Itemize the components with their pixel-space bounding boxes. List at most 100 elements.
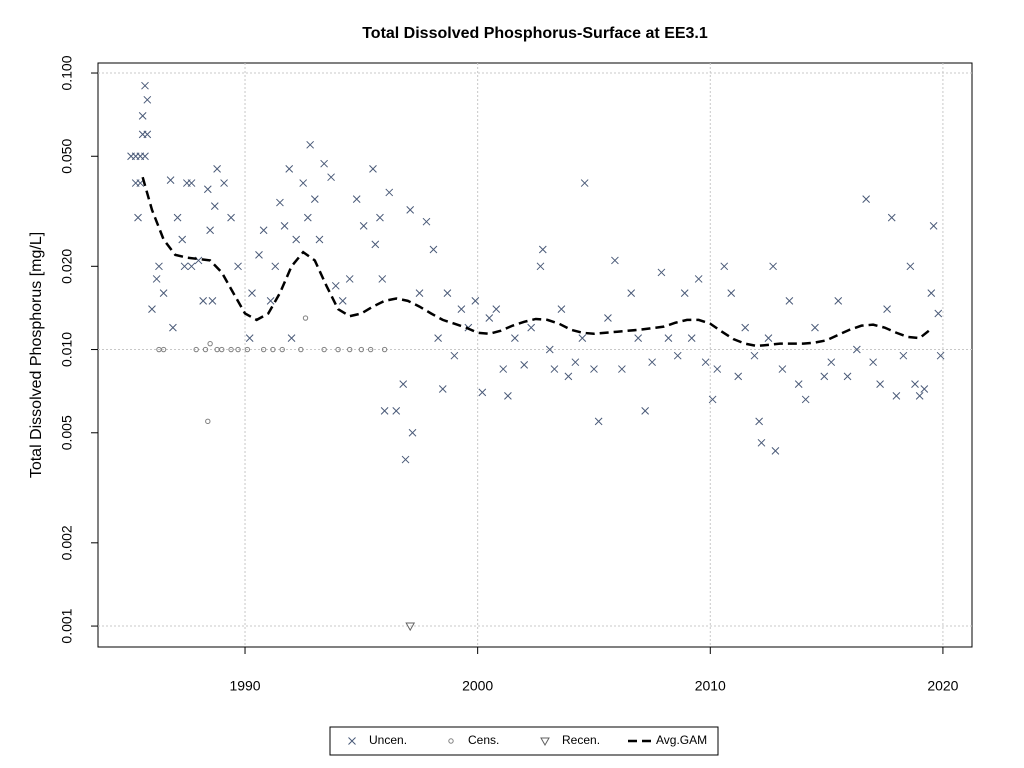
point-uncen (248, 289, 256, 297)
point-uncen (152, 275, 161, 283)
point-uncen (385, 188, 394, 197)
point-uncen (834, 296, 843, 305)
point-uncen (713, 365, 722, 373)
point-uncen (720, 262, 729, 271)
point-uncen (485, 314, 494, 322)
point-uncen (520, 361, 529, 369)
point-uncen (876, 380, 884, 388)
point-uncen (545, 345, 554, 354)
point-uncen (578, 334, 587, 342)
point-uncen (155, 262, 163, 271)
point-uncen (138, 111, 147, 120)
point-uncen (492, 305, 501, 313)
point-uncen (143, 95, 152, 104)
point-uncen (331, 281, 340, 290)
point-uncen (159, 289, 168, 297)
point-uncen (869, 358, 877, 367)
point-uncen (266, 296, 275, 305)
point-uncen (757, 438, 766, 447)
point-cens (228, 346, 234, 353)
point-uncen (906, 262, 915, 271)
point-uncen (299, 179, 308, 187)
point-uncen (141, 152, 149, 161)
point-recen (405, 622, 416, 632)
point-uncen (434, 334, 442, 342)
point-uncen (180, 262, 189, 271)
point-uncen (220, 179, 228, 187)
point-uncen (499, 365, 508, 373)
point-cens (235, 346, 241, 353)
point-uncen (571, 358, 580, 367)
point-uncen (694, 275, 703, 283)
point-uncen (778, 365, 787, 373)
point-uncen (883, 305, 891, 313)
point-uncen (213, 165, 221, 173)
point-uncen (359, 222, 368, 230)
point-uncen (634, 334, 643, 342)
point-uncen (550, 365, 559, 373)
point-uncen (687, 334, 696, 342)
point-uncen (755, 417, 763, 426)
point-cens (205, 418, 211, 425)
point-uncen (352, 195, 361, 203)
x-tick-label: 2010 (695, 678, 726, 694)
point-uncen (785, 296, 794, 305)
point-uncen (727, 289, 736, 297)
point-uncen (392, 407, 401, 415)
x-tick-label: 2020 (927, 678, 958, 694)
point-uncen (862, 195, 871, 203)
point-uncen (641, 407, 650, 415)
point-uncen (178, 235, 187, 244)
point-uncen (827, 358, 836, 367)
point-uncen (438, 385, 447, 393)
point-uncen (234, 262, 242, 271)
point-cens (335, 346, 341, 353)
x-tick-label: 1990 (229, 678, 260, 694)
legend-symbol (540, 737, 550, 747)
point-cens (279, 346, 285, 353)
point-uncen (199, 296, 208, 305)
point-uncen (811, 323, 819, 332)
point-uncen (590, 365, 598, 373)
point-uncen (287, 334, 296, 342)
point-uncen (771, 447, 780, 455)
point-uncen (594, 417, 603, 426)
y-tick-label: 0.100 (59, 55, 75, 90)
point-uncen (443, 289, 452, 297)
point-uncen (187, 179, 196, 187)
point-uncen (611, 256, 619, 265)
point-uncen (345, 275, 354, 283)
point-uncen (657, 268, 666, 277)
point-cens (260, 346, 267, 353)
point-uncen (580, 179, 589, 187)
point-uncen (166, 176, 175, 184)
point-cens (244, 346, 251, 353)
legend-symbol (348, 737, 356, 745)
point-uncen (378, 275, 387, 283)
point-uncen (408, 428, 417, 437)
point-cens (381, 346, 388, 353)
point-uncen (292, 235, 301, 244)
point-uncen (401, 455, 410, 464)
point-uncen (450, 351, 459, 360)
point-cens (160, 346, 167, 353)
point-uncen (538, 245, 547, 254)
point-uncen (457, 305, 466, 313)
y-axis-label: Total Dissolved Phosphorus [mg/L] (28, 232, 45, 478)
y-tick-label: 0.020 (59, 249, 75, 284)
point-uncen (406, 206, 415, 214)
point-cens (193, 346, 199, 353)
point-uncen (899, 351, 908, 360)
point-uncen (210, 202, 219, 211)
point-uncen (280, 222, 289, 230)
point-uncen (141, 81, 149, 90)
point-uncen (306, 140, 315, 149)
point-cens (302, 315, 309, 321)
point-uncen (134, 213, 142, 222)
point-uncen (820, 372, 829, 381)
point-cens (298, 346, 304, 353)
point-uncen (371, 240, 380, 249)
point-uncen (208, 296, 217, 305)
legend-box (329, 726, 719, 756)
point-uncen (887, 213, 896, 222)
